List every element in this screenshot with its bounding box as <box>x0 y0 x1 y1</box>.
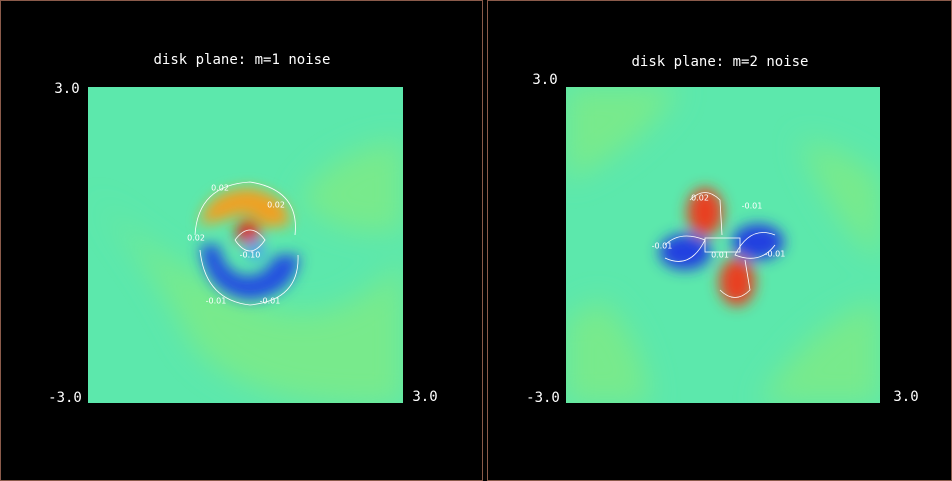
y-max-label: 3.0 <box>54 81 79 97</box>
contour-label: 0.02 <box>211 184 229 193</box>
contour-label: -0.01 <box>742 202 763 211</box>
panel-title: disk plane: m=2 noise <box>631 54 808 70</box>
x-max-label: 3.0 <box>412 389 437 405</box>
contour-label: -0.01 <box>765 250 786 259</box>
contour-label: 0.02 <box>187 234 205 243</box>
x-min-label: -3.0 <box>48 390 82 406</box>
x-max-label: 3.0 <box>893 389 918 405</box>
contour-label: 0.02 <box>691 194 709 203</box>
panel: disk plane: m=2 noise <box>487 0 952 481</box>
y-max-label: 3.0 <box>532 72 557 88</box>
contour-label: -0.01 <box>652 242 673 251</box>
heatmap <box>566 87 880 403</box>
panel: disk plane: m=1 noise 0.02 0.02 0.02 -0.… <box>0 0 483 481</box>
heatmap <box>88 87 403 403</box>
panel-title: disk plane: m=1 noise <box>153 52 330 68</box>
contour-label: 0.02 <box>267 201 285 210</box>
contour-label: -0.10 <box>240 251 261 260</box>
contour-label: -0.01 <box>260 297 281 306</box>
contour-label: 0.01 <box>711 251 729 260</box>
x-min-label: -3.0 <box>526 390 560 406</box>
contour-label: -0.01 <box>206 297 227 306</box>
